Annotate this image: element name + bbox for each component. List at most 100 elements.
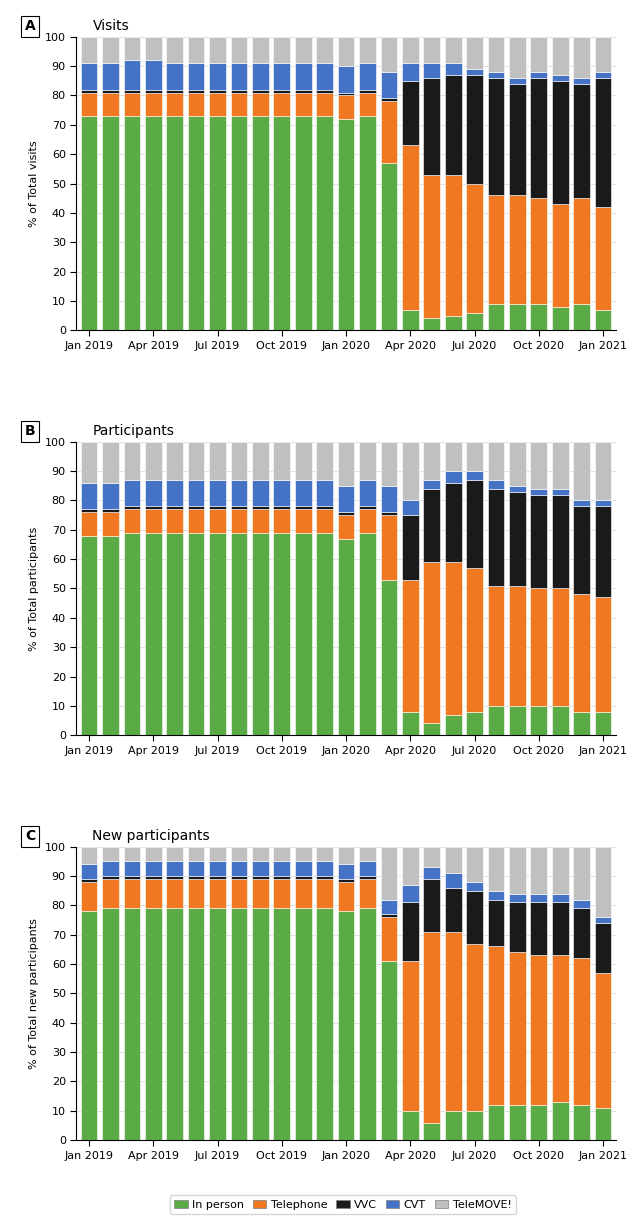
Bar <box>573 959 590 1105</box>
Bar <box>509 586 526 706</box>
Bar <box>359 64 376 89</box>
Bar <box>509 304 526 330</box>
Bar <box>166 89 183 92</box>
Bar <box>595 923 612 973</box>
Bar <box>380 512 398 515</box>
Bar <box>444 64 462 75</box>
Bar <box>488 479 504 489</box>
Bar <box>359 862 376 877</box>
Bar <box>573 900 590 908</box>
Bar <box>424 1123 440 1140</box>
Bar <box>509 441 526 485</box>
Bar <box>552 37 568 75</box>
Y-axis label: % of Total visits: % of Total visits <box>29 140 39 227</box>
Bar <box>166 116 183 330</box>
Bar <box>595 207 612 310</box>
Bar <box>573 441 590 500</box>
Bar <box>145 441 162 479</box>
Bar <box>380 485 398 512</box>
Bar <box>295 92 312 116</box>
Bar <box>488 489 504 586</box>
Bar <box>552 1102 568 1140</box>
Bar <box>231 879 248 908</box>
Bar <box>231 92 248 116</box>
Bar <box>274 506 290 509</box>
Bar <box>488 78 504 195</box>
Bar <box>295 847 312 862</box>
Bar <box>252 533 269 736</box>
Bar <box>424 64 440 78</box>
Bar <box>166 64 183 89</box>
Y-axis label: % of Total participants: % of Total participants <box>29 526 39 651</box>
Bar <box>552 706 568 736</box>
Bar <box>444 888 462 932</box>
Bar <box>166 533 183 736</box>
Bar <box>488 72 504 78</box>
Bar <box>188 509 204 533</box>
Bar <box>188 908 204 1140</box>
Bar <box>102 877 119 879</box>
Bar <box>274 862 290 877</box>
Bar <box>595 506 612 597</box>
Bar <box>530 494 547 588</box>
Bar <box>573 908 590 959</box>
Bar <box>188 877 204 879</box>
Bar <box>145 37 162 60</box>
Bar <box>338 847 354 864</box>
Bar <box>252 506 269 509</box>
Bar <box>316 92 333 116</box>
Bar <box>466 944 483 1111</box>
Bar <box>424 879 440 932</box>
Bar <box>530 894 547 902</box>
Bar <box>316 64 333 89</box>
Bar <box>102 536 119 736</box>
Bar <box>252 479 269 506</box>
Bar <box>595 500 612 506</box>
Bar <box>509 706 526 736</box>
Bar <box>466 568 483 712</box>
Bar <box>124 908 140 1140</box>
Bar <box>102 509 119 512</box>
Bar <box>81 911 97 1140</box>
Bar <box>595 597 612 712</box>
Bar <box>145 479 162 506</box>
Bar <box>509 1105 526 1140</box>
Bar <box>424 479 440 489</box>
Bar <box>252 908 269 1140</box>
Bar <box>295 877 312 879</box>
Bar <box>252 116 269 330</box>
Bar <box>188 862 204 877</box>
Bar <box>530 588 547 706</box>
Bar <box>338 441 354 485</box>
Bar <box>359 479 376 506</box>
Bar <box>188 92 204 116</box>
Bar <box>145 877 162 879</box>
Bar <box>359 509 376 533</box>
Bar <box>81 37 97 64</box>
Bar <box>509 847 526 894</box>
Bar <box>166 479 183 506</box>
Bar <box>488 441 504 479</box>
Bar <box>166 877 183 879</box>
Bar <box>338 485 354 512</box>
Text: C: C <box>25 829 35 843</box>
Bar <box>595 917 612 923</box>
Bar <box>295 862 312 877</box>
Bar <box>530 489 547 494</box>
Bar <box>552 306 568 330</box>
Bar <box>509 492 526 586</box>
Bar <box>231 847 248 862</box>
Bar <box>316 37 333 64</box>
Bar <box>359 441 376 479</box>
Bar <box>444 1111 462 1140</box>
Bar <box>359 89 376 92</box>
Bar <box>509 83 526 195</box>
Bar <box>316 509 333 533</box>
Bar <box>145 509 162 533</box>
Bar <box>466 69 483 75</box>
Bar <box>209 862 226 877</box>
Bar <box>444 37 462 64</box>
Bar <box>380 37 398 72</box>
Bar <box>509 894 526 902</box>
Bar <box>424 174 440 319</box>
